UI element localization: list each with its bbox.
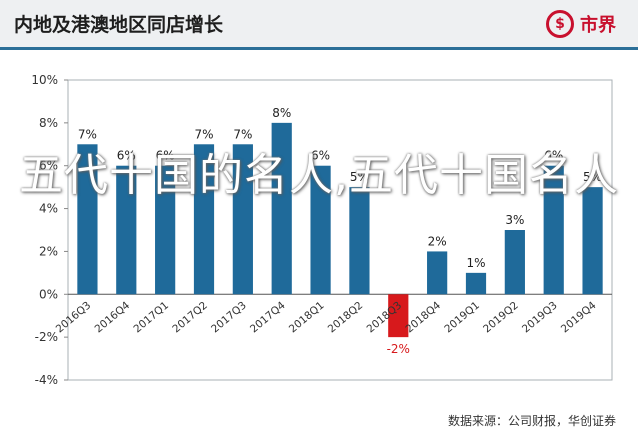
data-label: 7% bbox=[233, 127, 252, 141]
x-tick-label: 2017Q2 bbox=[170, 299, 210, 335]
bar bbox=[310, 165, 331, 295]
data-label: 6% bbox=[156, 149, 175, 163]
x-tick-label: 2019Q4 bbox=[559, 299, 599, 335]
bar bbox=[582, 187, 603, 295]
data-label: 5% bbox=[350, 170, 369, 184]
data-label: 6% bbox=[311, 149, 330, 163]
bar bbox=[427, 251, 448, 295]
x-tick-label: 2018Q1 bbox=[287, 299, 327, 335]
x-tick-label: 2019Q2 bbox=[481, 299, 521, 335]
plot-frame bbox=[67, 79, 613, 381]
data-label: -2% bbox=[387, 342, 410, 356]
bar bbox=[116, 165, 137, 295]
bar bbox=[155, 165, 176, 295]
data-label: 7% bbox=[194, 127, 213, 141]
x-tick-label: 2017Q3 bbox=[209, 299, 249, 335]
bar bbox=[349, 187, 370, 295]
y-tick-label: -2% bbox=[35, 330, 58, 344]
data-label: 7% bbox=[78, 127, 97, 141]
x-tick-label: 2016Q3 bbox=[54, 299, 94, 335]
x-tick-label: 2019Q1 bbox=[442, 299, 482, 335]
x-tick-label: 2018Q4 bbox=[403, 299, 443, 335]
y-tick-label: 0% bbox=[39, 287, 58, 301]
x-tick-label: 2017Q1 bbox=[131, 299, 171, 335]
data-label: 3% bbox=[505, 213, 524, 227]
y-tick-label: 6% bbox=[39, 159, 58, 173]
bar bbox=[232, 144, 253, 295]
data-label: 6% bbox=[544, 149, 563, 163]
brand-logo-group: $ 市界 bbox=[546, 9, 616, 39]
chart-header: 内地及港澳地区同店增长 $ 市界 bbox=[0, 0, 638, 50]
bar bbox=[193, 144, 215, 295]
bar bbox=[77, 144, 98, 295]
data-label: 6% bbox=[117, 149, 136, 163]
y-tick-label: 4% bbox=[39, 202, 58, 216]
chart-title: 内地及港澳地区同店增长 bbox=[14, 14, 224, 36]
y-tick-label: 8% bbox=[39, 116, 58, 130]
y-tick-label: -4% bbox=[35, 373, 58, 387]
bar bbox=[465, 272, 487, 295]
brand-name: 市界 bbox=[580, 15, 616, 36]
x-tick-label: 2019Q3 bbox=[520, 299, 560, 335]
x-tick-label: 2016Q4 bbox=[93, 299, 133, 335]
bar bbox=[504, 230, 525, 295]
bar-chart: -4% -2% 0% 2% 4% 6% 8% 10% 7% 2016Q3 6% 2016Q4 6% 201… bbox=[31, 73, 613, 387]
x-tick-label: 2017Q4 bbox=[248, 299, 288, 335]
y-tick-label: 10% bbox=[31, 73, 58, 87]
brand-coin-icon: $ bbox=[546, 10, 574, 38]
data-label: 5% bbox=[583, 170, 602, 184]
bar bbox=[271, 122, 292, 295]
y-tick-label: 2% bbox=[39, 244, 58, 258]
data-label: 8% bbox=[272, 106, 291, 120]
data-label: 1% bbox=[466, 256, 485, 270]
x-tick-label: 2018Q2 bbox=[326, 299, 366, 335]
source-note: 数据来源：公司财报，华创证券 bbox=[447, 414, 616, 428]
bar bbox=[388, 294, 409, 338]
bar bbox=[543, 165, 564, 295]
data-label: 2% bbox=[428, 234, 447, 248]
